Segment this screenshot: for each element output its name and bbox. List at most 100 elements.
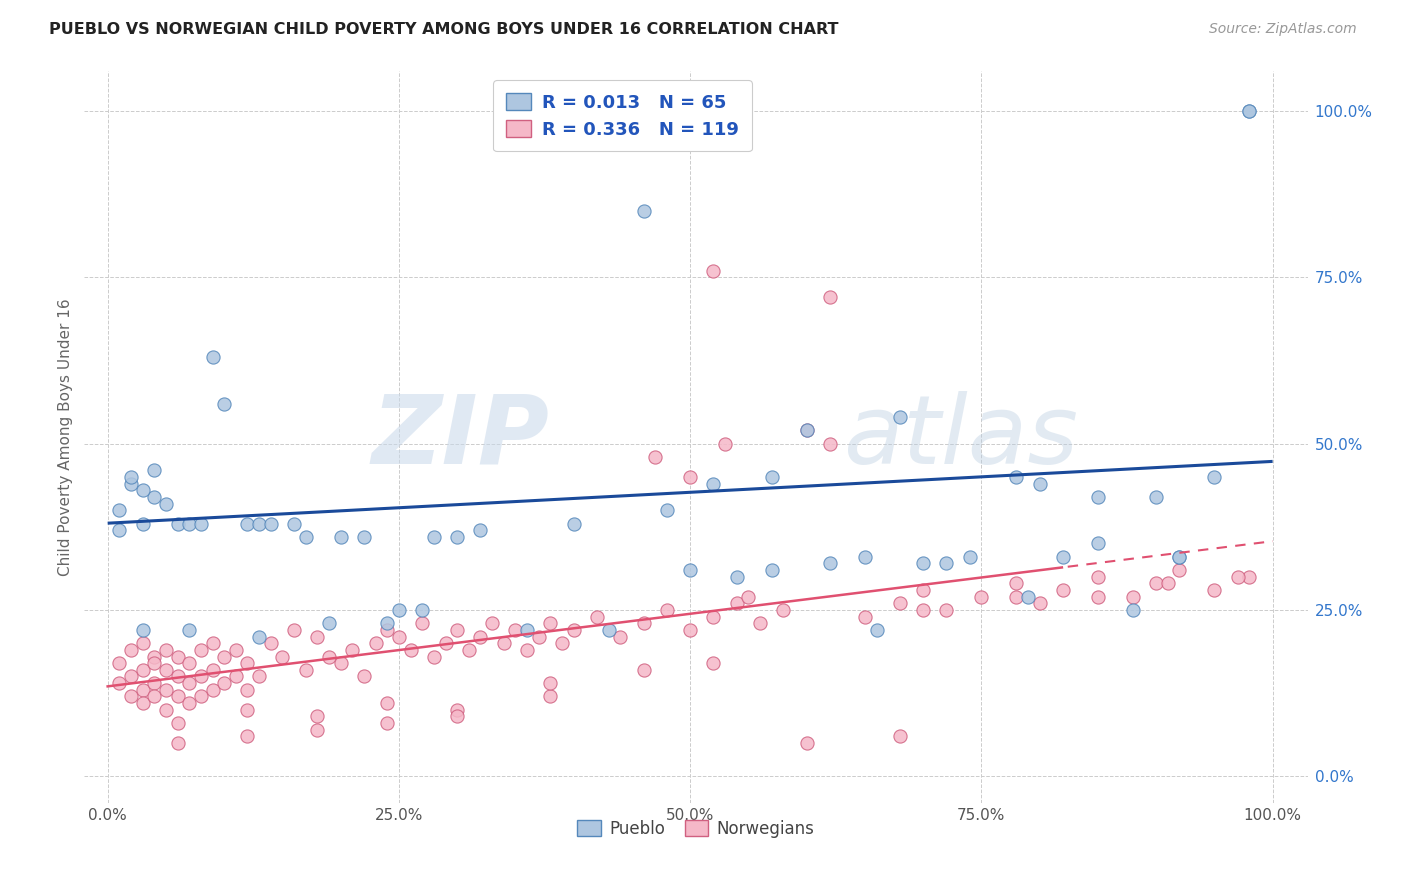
Point [364,636,387,650]
Point [516,623,538,637]
Point [271,649,294,664]
Point [1052,549,1074,564]
Point [294,530,316,544]
Point [155,682,177,697]
Point [481,616,503,631]
Point [1017,590,1039,604]
Point [307,630,329,644]
Point [201,636,224,650]
Point [294,663,316,677]
Point [959,549,981,564]
Point [143,656,166,670]
Point [201,351,224,365]
Point [143,676,166,690]
Point [166,649,188,664]
Legend: Pueblo, Norwegians: Pueblo, Norwegians [565,808,827,849]
Point [260,516,283,531]
Point [1087,490,1109,504]
Point [446,709,468,723]
Point [388,603,411,617]
Point [236,656,259,670]
Point [1168,549,1191,564]
Point [212,397,235,411]
Point [551,636,574,650]
Point [108,523,131,537]
Point [120,690,142,704]
Point [1122,603,1144,617]
Point [179,656,201,670]
Point [212,649,235,664]
Point [143,490,166,504]
Point [725,596,748,610]
Point [247,669,270,683]
Text: atlas: atlas [842,391,1078,483]
Point [655,503,678,517]
Point [375,623,398,637]
Point [865,623,887,637]
Point [538,690,561,704]
Text: ZIP: ZIP [371,391,550,483]
Point [190,516,212,531]
Point [375,696,398,710]
Point [179,696,201,710]
Point [889,410,911,425]
Point [889,596,911,610]
Point [853,549,876,564]
Point [225,643,247,657]
Point [166,516,188,531]
Point [108,656,131,670]
Point [1005,590,1028,604]
Point [935,557,957,571]
Text: Source: ZipAtlas.com: Source: ZipAtlas.com [1209,22,1357,37]
Point [131,623,153,637]
Point [470,523,492,537]
Point [247,516,270,531]
Point [247,630,270,644]
Point [912,557,935,571]
Point [761,563,783,577]
Point [702,656,724,670]
Text: PUEBLO VS NORWEGIAN CHILD POVERTY AMONG BOYS UNDER 16 CORRELATION CHART: PUEBLO VS NORWEGIAN CHILD POVERTY AMONG … [49,22,839,37]
Point [131,663,153,677]
Point [796,424,818,438]
Point [108,503,131,517]
Point [399,643,422,657]
Point [562,623,585,637]
Point [702,609,724,624]
Point [353,669,375,683]
Point [1239,570,1261,584]
Point [212,676,235,690]
Point [1204,470,1226,484]
Point [155,663,177,677]
Point [143,649,166,664]
Point [166,736,188,750]
Point [714,436,737,450]
Point [120,669,142,683]
Point [446,530,468,544]
Point [260,636,283,650]
Point [1052,582,1074,597]
Point [609,630,631,644]
Point [120,470,142,484]
Point [179,623,201,637]
Point [375,716,398,731]
Point [155,703,177,717]
Point [388,630,411,644]
Point [446,623,468,637]
Point [1226,570,1249,584]
Point [190,669,212,683]
Point [236,516,259,531]
Point [749,616,772,631]
Point [166,716,188,731]
Point [818,290,841,304]
Point [1239,104,1261,119]
Point [470,630,492,644]
Point [446,703,468,717]
Point [1168,549,1191,564]
Point [505,623,527,637]
Point [633,616,655,631]
Point [702,476,724,491]
Point [318,649,340,664]
Point [201,663,224,677]
Point [236,703,259,717]
